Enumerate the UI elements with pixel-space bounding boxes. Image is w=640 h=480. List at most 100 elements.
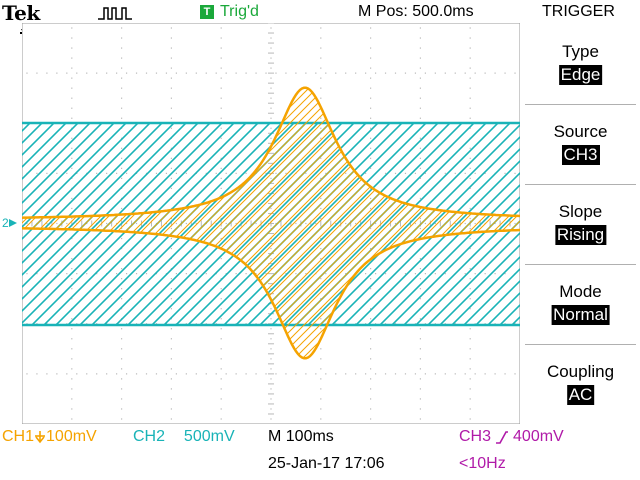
ch2-status: CH2 500mV [133,428,235,446]
grid-dot [170,388,172,390]
ch1-label: CH1 [2,428,35,445]
timebase-readout: M 100ms [268,428,334,445]
grid-dot [454,72,456,74]
grid-dot [419,107,421,109]
grid-dot [71,47,73,49]
grid-dot [270,107,272,109]
grid-dot [384,373,387,375]
datetime-readout: 25-Jan-17 17:06 [268,455,385,472]
grid-dot [474,72,476,74]
grid-dot [469,398,471,400]
grid-dot [66,72,68,74]
grid-dot [424,72,426,74]
grid-dot [36,72,38,74]
grid-dot [121,27,123,29]
waveform-display[interactable] [22,23,520,424]
grid-dot [419,358,421,360]
grid-dot [469,328,471,330]
grid-dot [469,37,471,39]
grid-dot [365,373,367,375]
ch3-level: 400mV [513,428,564,445]
grid-dot [26,72,28,74]
grid-dot [370,368,372,370]
grid-dot [71,418,73,420]
grid-dot [285,72,287,74]
menu-value-type: Edge [558,65,603,85]
menu-item-slope[interactable]: Slope Rising [521,184,640,264]
grid-dot [220,47,222,49]
rising-edge-icon [496,431,509,444]
grid-dot [514,72,516,74]
menu-item-mode[interactable]: Mode Normal [521,264,640,344]
grid-dot [370,27,372,29]
grid-dot [320,348,322,350]
grid-dot [155,72,158,74]
trigger-status: T Trig'd [200,3,259,21]
grid-dot [121,97,123,99]
grid-dot [270,37,272,39]
grid-dot [265,72,267,74]
menu-value-coupling: AC [566,385,595,405]
grid-dot [315,373,317,375]
grid-dot [469,358,471,360]
grid-dot [46,72,48,74]
grid-dot [320,388,322,390]
grid-dot [121,77,123,79]
grid-dot [71,368,73,370]
grid-dot [270,358,272,360]
grid-dot [275,72,277,74]
grid-dot [295,72,297,74]
grid-dot [175,373,177,375]
grid-dot [404,373,407,375]
grid-dot [135,72,138,74]
grid-dot [71,338,73,340]
grid-dot [71,358,73,360]
grid-dot [424,373,426,375]
acquisition-waveform-icon [98,7,132,20]
menu-item-source[interactable]: Source CH3 [521,104,640,184]
grid-dot [170,358,172,360]
grid-dot [504,373,506,375]
grid-dot [215,72,217,74]
ch2-level-arrow-icon [8,219,17,227]
grid-dot [270,338,272,340]
grid-dot [121,67,123,69]
grid-dot [46,373,48,375]
grid-dot [469,408,471,410]
grid-dot [419,328,421,330]
grid-dot [469,368,471,370]
grid-dot [121,398,123,400]
grid-dot [121,107,123,109]
grid-dot [170,77,172,79]
grid-dot [370,87,372,89]
grid-dot [225,373,227,375]
grid-dot [145,72,148,74]
grid-dot [220,57,222,59]
grid-dot [96,72,98,74]
menu-item-coupling[interactable]: Coupling AC [521,344,640,424]
menu-item-type[interactable]: Type Edge [521,24,640,104]
grid-dot [444,72,446,74]
grid-dot [419,338,421,340]
grid-dot [170,67,172,69]
grid-dot [370,338,372,340]
grid-dot [370,388,372,390]
grid-dot [220,368,222,370]
grid-dot [320,418,322,420]
grid-dot [220,107,222,109]
grid-dot [170,87,172,89]
grid-dot [295,373,297,375]
grid-dot [444,373,446,375]
grid-dot [320,398,322,400]
grid-dot [170,398,172,400]
grid-dot [469,47,471,49]
grid-dot [504,72,506,74]
grid-dot [469,338,471,340]
grid-dot [484,72,486,74]
ch2-level-marker[interactable]: 2 [2,216,19,230]
grid-dot [71,77,73,79]
grid-dot [434,72,436,74]
grid-dot [71,87,73,89]
grid-dot [220,87,222,89]
grid-dot [514,373,516,375]
